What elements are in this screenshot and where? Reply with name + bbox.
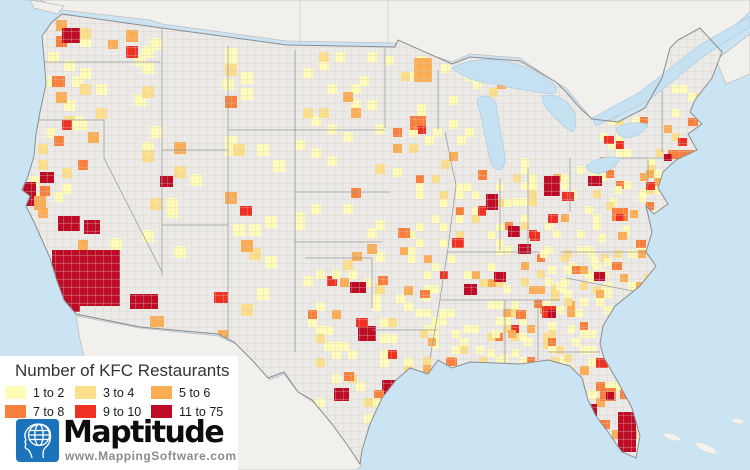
lake-michigan	[477, 95, 506, 171]
legend-label: 11 to 75	[179, 404, 224, 419]
legend-label: 5 to 6	[179, 385, 211, 400]
legend-label: 3 to 4	[103, 385, 135, 400]
lake-superior	[451, 59, 557, 95]
legend-classes: 1 to 2 3 to 4 5 to 6 7 to 8 9 to 10 11 to 75	[5, 383, 233, 421]
legend-item-5: 9 to 10	[75, 405, 151, 419]
lake-huron	[541, 94, 577, 133]
maptitude-branding: Maptitude www.MappingSoftware.com	[16, 415, 237, 463]
legend-swatch	[151, 386, 172, 399]
legend-swatch	[75, 405, 96, 418]
legend-title: Number of KFC Restaurants	[15, 361, 230, 380]
legend-item-3: 5 to 6	[151, 386, 233, 400]
legend-item-4: 7 to 8	[5, 405, 75, 419]
legend-label: 9 to 10	[103, 404, 142, 419]
legend-item-1: 1 to 2	[5, 386, 75, 400]
legend-swatch	[151, 405, 172, 418]
legend-label: 1 to 2	[33, 385, 65, 400]
legend-label: 7 to 8	[33, 404, 65, 419]
legend-item-2: 3 to 4	[75, 386, 151, 400]
great-lakes	[451, 15, 750, 175]
bahamas-islands	[663, 418, 745, 455]
maptitude-logo-icon	[16, 419, 59, 462]
state-borders	[36, 26, 664, 364]
lake-ontario	[615, 122, 649, 139]
legend-swatch	[75, 386, 96, 399]
legend-swatch	[5, 386, 26, 399]
maptitude-wordmark: Maptitude	[63, 415, 225, 450]
legend-item-6: 11 to 75	[151, 405, 233, 419]
lake-erie	[585, 156, 621, 175]
maptitude-url: www.MappingSoftware.com	[65, 449, 237, 463]
st-lawrence-river	[591, 15, 750, 127]
legend-swatch	[5, 405, 26, 418]
legend-panel: Number of KFC Restaurants 1 to 2 3 to 4 5 …	[0, 356, 238, 470]
